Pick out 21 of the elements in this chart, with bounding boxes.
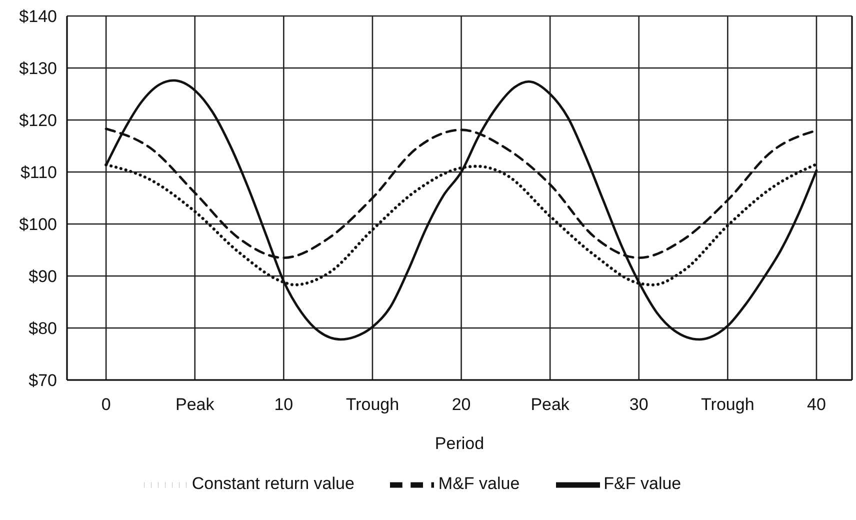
x-axis-title: Period <box>434 434 484 453</box>
y-tick-label: $120 <box>19 111 57 130</box>
y-tick-label: $110 <box>20 163 57 182</box>
x-tick-label: 10 <box>274 395 294 414</box>
x-tick-label: 40 <box>807 395 826 414</box>
x-tick-label: 30 <box>629 395 648 414</box>
y-tick-label: $140 <box>19 7 57 26</box>
legend-label: F&F value <box>604 474 682 494</box>
y-tick-label: $80 <box>28 319 57 338</box>
y-tick-label: $100 <box>19 215 57 234</box>
x-tick-label: 20 <box>452 395 471 414</box>
y-tick-label: $130 <box>19 59 57 78</box>
x-tick-label: 0 <box>101 395 111 414</box>
x-tick-label: Trough <box>701 395 754 414</box>
legend-label: Constant return value <box>192 474 354 494</box>
y-tick-label: $90 <box>28 267 57 286</box>
x-tick-label: Trough <box>346 395 400 414</box>
x-tick-label: Peak <box>176 395 215 414</box>
legend-label: M&F value <box>438 474 520 494</box>
x-tick-label: Peak <box>530 395 570 414</box>
y-tick-label: $70 <box>28 371 57 390</box>
